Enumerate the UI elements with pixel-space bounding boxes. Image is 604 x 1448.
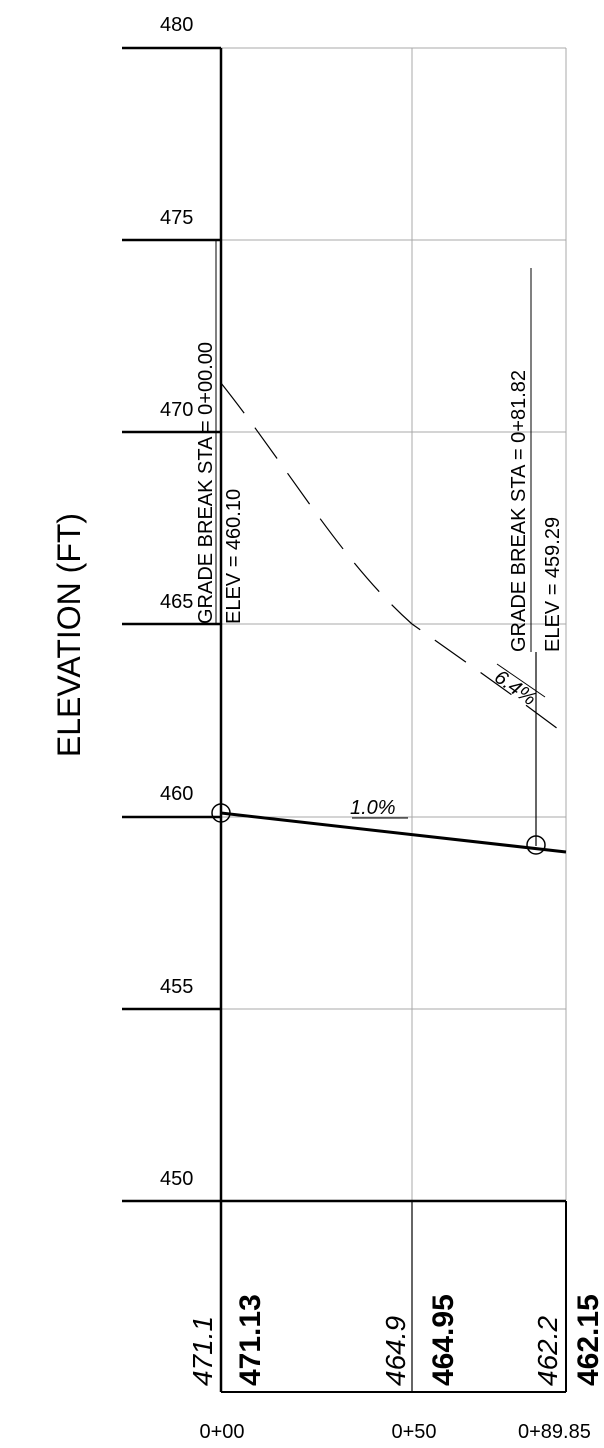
- grade-break-elev-label: ELEV = 459.29: [542, 517, 564, 652]
- y-tick-label: 450: [160, 1168, 193, 1190]
- grade-break-elev-label: ELEV = 460.10: [223, 489, 245, 624]
- proposed-elev-value: 471.13: [234, 1294, 267, 1386]
- y-axis-title: ELEVATION (FT): [51, 513, 87, 757]
- slope-label-underline: [496, 663, 546, 698]
- y-tick-label: 475: [160, 207, 193, 229]
- existing-elev-value: 471.1: [187, 1316, 218, 1386]
- proposed-elev-value: 462.15: [572, 1294, 604, 1386]
- proposed-grade-line: [220, 811, 567, 854]
- existing-elev-value: 462.2: [532, 1316, 563, 1386]
- existing-elev-value: 464.9: [380, 1316, 411, 1386]
- grade-break-label: GRADE BREAK STA = 0+81.82: [508, 370, 530, 652]
- existing-ground-line: [220, 382, 567, 736]
- profile-table: [221, 1201, 567, 1393]
- station-label: 0+50: [391, 1421, 436, 1443]
- grade-break-marker: [211, 803, 231, 823]
- y-tick-label: 465: [160, 591, 193, 613]
- y-tick-label: 480: [160, 14, 193, 36]
- y-axis-ticks: [122, 46, 566, 1392]
- y-tick-label: 470: [160, 399, 193, 421]
- y-tick-label: 460: [160, 783, 193, 805]
- grade-break-label: GRADE BREAK STA = 0+00.00: [195, 342, 217, 624]
- station-label: 0+89.85: [518, 1421, 591, 1443]
- y-tick-label: 455: [160, 976, 193, 998]
- proposed-elev-value: 464.95: [427, 1294, 460, 1386]
- station-label: 0+00: [199, 1421, 244, 1443]
- proposed-slope-label: 1.0%: [350, 797, 396, 819]
